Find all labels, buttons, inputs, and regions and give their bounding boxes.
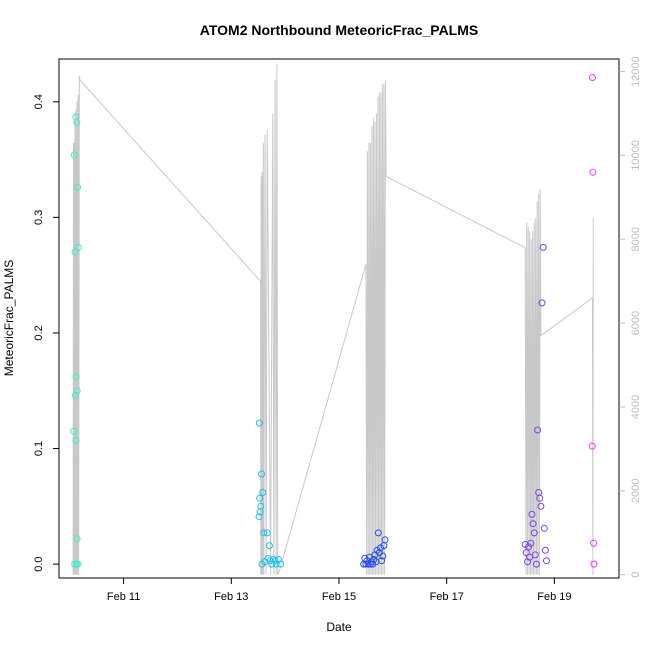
chart-title: ATOM2 Northbound MeteoricFrac_PALMS	[200, 22, 478, 38]
data-point-series-4	[530, 529, 538, 537]
data-point-series-2	[260, 529, 268, 537]
data-point-series-2	[256, 508, 264, 516]
y2-tick-label: 10000	[630, 140, 642, 171]
data-point-series-1	[73, 387, 81, 395]
data-point-series-1	[73, 119, 81, 127]
data-point-series-2	[258, 470, 266, 478]
data-point-series-2	[271, 557, 279, 565]
data-point-series-5	[590, 539, 598, 547]
y2-tick-label: 2000	[630, 479, 642, 503]
data-point-series-2	[264, 554, 272, 562]
data-point-series-4	[538, 299, 546, 307]
x-tick-label: Feb 15	[322, 591, 356, 603]
data-point-series-2	[259, 489, 267, 496]
data-point-series-1	[71, 560, 79, 568]
data-point-series-1	[70, 151, 78, 159]
x-tick-label: Feb 13	[214, 591, 248, 603]
data-point-series-1	[72, 436, 80, 444]
y-tick-label: 0.4	[33, 94, 45, 109]
y-tick-label: 0.2	[33, 325, 45, 340]
data-point-series-4	[536, 494, 544, 502]
data-point-series-4	[529, 520, 537, 528]
y-tick-label: 0.3	[33, 210, 45, 225]
data-point-series-4	[525, 543, 533, 551]
x-tick-label: Feb 19	[537, 591, 571, 603]
data-point-series-1	[74, 243, 82, 251]
data-point-series-4	[539, 243, 547, 251]
data-point-series-3	[370, 556, 378, 563]
data-point-series-3	[381, 536, 389, 544]
data-point-series-3	[374, 529, 382, 537]
data-point-series-1	[71, 391, 79, 399]
data-point-series-1	[70, 427, 78, 435]
data-point-series-2	[255, 513, 263, 521]
data-point-series-5	[588, 442, 596, 450]
data-point-series-5	[589, 168, 597, 176]
points-layer	[70, 74, 598, 568]
data-point-series-2	[277, 560, 285, 568]
data-point-series-2	[263, 529, 271, 537]
y2-tick-label: 0	[630, 572, 642, 578]
data-point-series-5	[589, 74, 596, 81]
data-point-series-4	[537, 502, 545, 510]
y-axis-label: MeteoricFrac_PALMS	[2, 260, 16, 376]
secondary-y-axis: 0 2000 4000 6000 8000 10000 12000	[619, 56, 642, 578]
x-tick-label: Feb 11	[107, 591, 140, 603]
data-point-series-4	[531, 551, 539, 559]
data-point-series-4	[543, 557, 550, 565]
data-point-series-1	[74, 560, 82, 568]
data-point-series-2	[256, 494, 264, 502]
x-tick-label: Feb 17	[430, 591, 464, 603]
data-point-series-1	[71, 248, 79, 256]
y-tick-label: 0.0	[33, 556, 45, 571]
x-axis-label: Date	[326, 620, 352, 634]
y-tick-label: 0.1	[33, 441, 45, 456]
secondary-line-layer	[72, 63, 594, 575]
y2-tick-label: 8000	[630, 227, 642, 251]
y2-tick-label: 12000	[630, 56, 642, 87]
data-point-series-5	[590, 560, 598, 568]
data-point-series-2	[265, 542, 273, 550]
data-point-series-3	[379, 552, 387, 560]
y2-tick-label: 4000	[630, 395, 642, 419]
data-point-series-1	[74, 183, 82, 191]
data-point-series-4	[534, 426, 542, 434]
data-point-series-4	[532, 560, 540, 568]
y-axis: 0.0 0.1 0.2 0.3 0.4	[33, 94, 59, 572]
data-point-series-4	[528, 510, 536, 518]
data-point-series-4	[540, 524, 548, 532]
data-point-series-2	[255, 419, 263, 427]
data-point-series-3	[378, 557, 386, 565]
y2-tick-label: 6000	[630, 311, 642, 335]
secondary-series-line	[72, 63, 594, 575]
x-axis: Feb 11 Feb 13 Feb 15 Feb 17 Feb 19	[107, 578, 572, 603]
data-point-series-1	[73, 535, 81, 543]
data-point-series-4	[527, 539, 535, 547]
data-point-series-4	[522, 549, 530, 557]
data-point-series-1	[72, 373, 80, 381]
data-point-series-4	[541, 546, 549, 554]
